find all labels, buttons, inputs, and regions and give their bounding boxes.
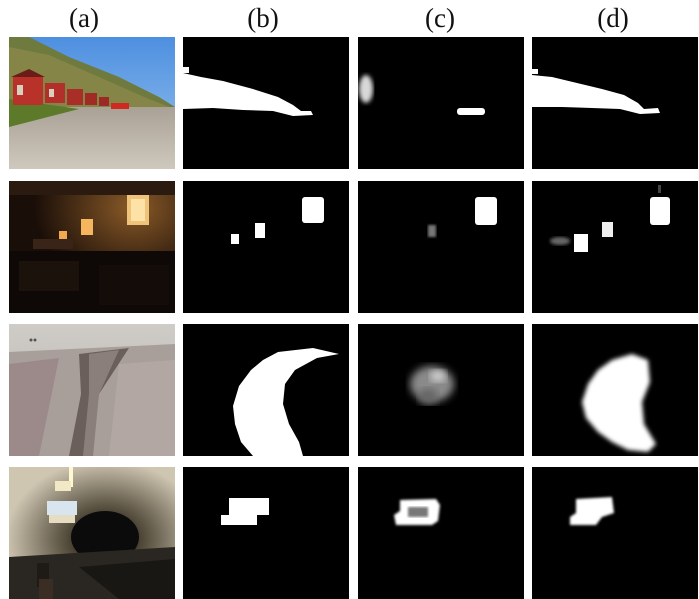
row2-input-image [9,181,175,313]
row4-prediction-c [358,467,524,599]
column-label-d: (d) [597,3,629,33]
column-label-c: (c) [425,3,455,33]
column-label-a: (a) [69,3,99,33]
row2-prediction-d [532,181,698,313]
row1-prediction-d [532,37,698,169]
row1-ground-truth [183,37,349,169]
row2-prediction-c [358,181,524,313]
row3-input-image [9,324,175,456]
row3-prediction-d [532,324,698,456]
row3-prediction-c [358,324,524,456]
metro-photo [9,467,175,599]
row3-ground-truth [183,324,349,456]
row2-ground-truth [183,181,349,313]
row4-input-image [9,467,175,599]
column-label-b: (b) [247,3,279,33]
row1-prediction-c [358,37,524,169]
row1-input-image [9,37,175,169]
beach-photo [9,37,175,169]
row4-ground-truth [183,467,349,599]
row4-prediction-d [532,467,698,599]
restaurant-photo [9,181,175,313]
snow-photo [9,324,175,456]
